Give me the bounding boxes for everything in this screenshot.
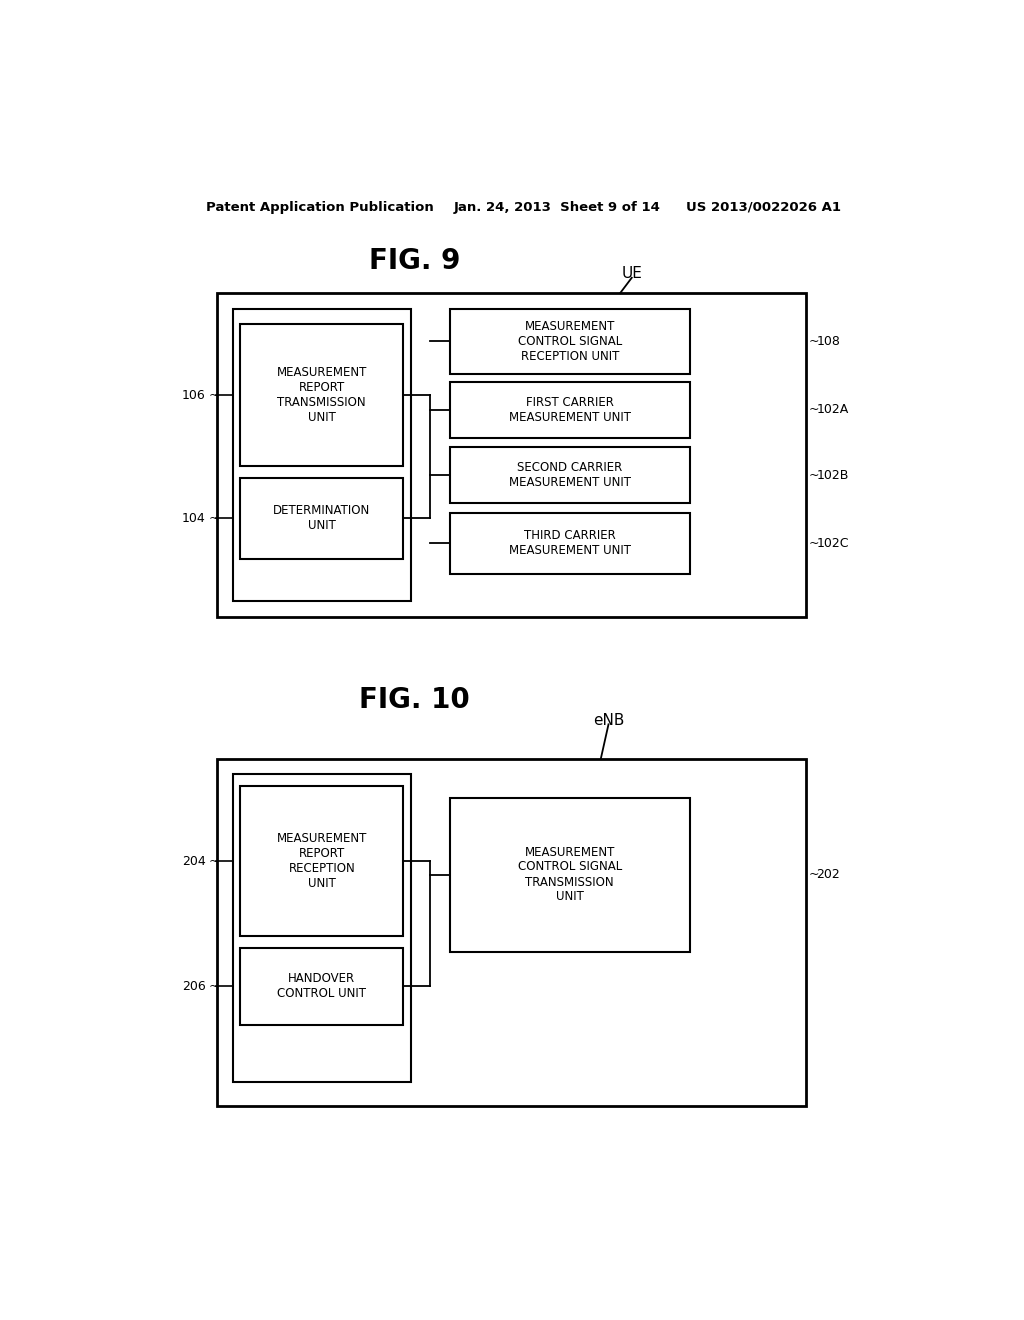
Bar <box>241 478 403 558</box>
Text: Jan. 24, 2013  Sheet 9 of 14: Jan. 24, 2013 Sheet 9 of 14 <box>454 201 660 214</box>
Bar <box>450 797 690 952</box>
Bar <box>232 775 411 1082</box>
Text: ~: ~ <box>809 335 819 347</box>
Text: 106: 106 <box>181 388 206 401</box>
Bar <box>217 759 806 1105</box>
Text: MEASUREMENT
REPORT
TRANSMISSION
UNIT: MEASUREMENT REPORT TRANSMISSION UNIT <box>276 366 367 424</box>
Bar <box>241 948 403 1024</box>
Text: FIRST CARRIER
MEASUREMENT UNIT: FIRST CARRIER MEASUREMENT UNIT <box>509 396 631 424</box>
Text: ~: ~ <box>809 404 819 416</box>
Text: UE: UE <box>622 267 642 281</box>
Bar <box>450 309 690 374</box>
Text: SECOND CARRIER
MEASUREMENT UNIT: SECOND CARRIER MEASUREMENT UNIT <box>509 461 631 490</box>
Text: ~: ~ <box>209 979 219 993</box>
Text: eNB: eNB <box>593 713 625 727</box>
Text: FIG. 9: FIG. 9 <box>369 247 461 275</box>
Text: ~: ~ <box>209 512 219 525</box>
Text: ~: ~ <box>809 869 819 880</box>
Text: FIG. 10: FIG. 10 <box>359 686 470 714</box>
Text: ~: ~ <box>809 469 819 482</box>
Text: ~: ~ <box>209 388 219 401</box>
Bar <box>450 512 690 574</box>
Text: MEASUREMENT
REPORT
RECEPTION
UNIT: MEASUREMENT REPORT RECEPTION UNIT <box>276 832 367 890</box>
Text: MEASUREMENT
CONTROL SIGNAL
TRANSMISSION
UNIT: MEASUREMENT CONTROL SIGNAL TRANSMISSION … <box>517 846 622 903</box>
Text: 206: 206 <box>181 979 206 993</box>
Bar <box>241 323 403 466</box>
Text: ~: ~ <box>209 854 219 867</box>
Text: Patent Application Publication: Patent Application Publication <box>206 201 433 214</box>
Bar <box>450 447 690 503</box>
Bar <box>450 381 690 438</box>
Text: HANDOVER
CONTROL UNIT: HANDOVER CONTROL UNIT <box>278 972 367 1001</box>
Text: 204: 204 <box>181 854 206 867</box>
Text: ~: ~ <box>809 537 819 550</box>
Text: MEASUREMENT
CONTROL SIGNAL
RECEPTION UNIT: MEASUREMENT CONTROL SIGNAL RECEPTION UNI… <box>517 319 622 363</box>
Text: 102B: 102B <box>816 469 849 482</box>
Text: 102A: 102A <box>816 404 849 416</box>
Text: US 2013/0022026 A1: US 2013/0022026 A1 <box>686 201 841 214</box>
Text: DETERMINATION
UNIT: DETERMINATION UNIT <box>273 504 371 532</box>
Bar <box>232 309 411 601</box>
Text: 102C: 102C <box>816 537 849 550</box>
Text: THIRD CARRIER
MEASUREMENT UNIT: THIRD CARRIER MEASUREMENT UNIT <box>509 529 631 557</box>
Bar <box>241 785 403 936</box>
Text: 108: 108 <box>816 335 840 347</box>
Text: 202: 202 <box>816 869 840 880</box>
Bar <box>217 293 806 616</box>
Text: 104: 104 <box>181 512 206 525</box>
